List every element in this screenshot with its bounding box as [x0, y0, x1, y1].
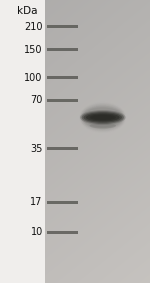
Bar [47, 147, 78, 150]
Bar [47, 48, 78, 51]
Bar [47, 99, 78, 102]
Ellipse shape [90, 114, 116, 121]
Ellipse shape [90, 123, 116, 128]
Ellipse shape [84, 112, 122, 123]
Text: 17: 17 [30, 197, 43, 207]
Text: 70: 70 [30, 95, 43, 106]
Bar [47, 201, 78, 204]
Bar [47, 25, 78, 29]
Bar [47, 230, 78, 233]
Ellipse shape [92, 115, 114, 120]
Ellipse shape [86, 113, 120, 122]
Ellipse shape [82, 111, 124, 124]
Ellipse shape [82, 108, 123, 127]
Text: 100: 100 [24, 73, 43, 83]
Ellipse shape [82, 107, 123, 128]
Bar [47, 76, 78, 79]
Text: 10: 10 [30, 227, 43, 237]
Text: 35: 35 [30, 143, 43, 154]
Ellipse shape [80, 110, 126, 125]
Text: 210: 210 [24, 22, 43, 32]
Text: kDa: kDa [17, 6, 37, 16]
Text: 150: 150 [24, 44, 43, 55]
